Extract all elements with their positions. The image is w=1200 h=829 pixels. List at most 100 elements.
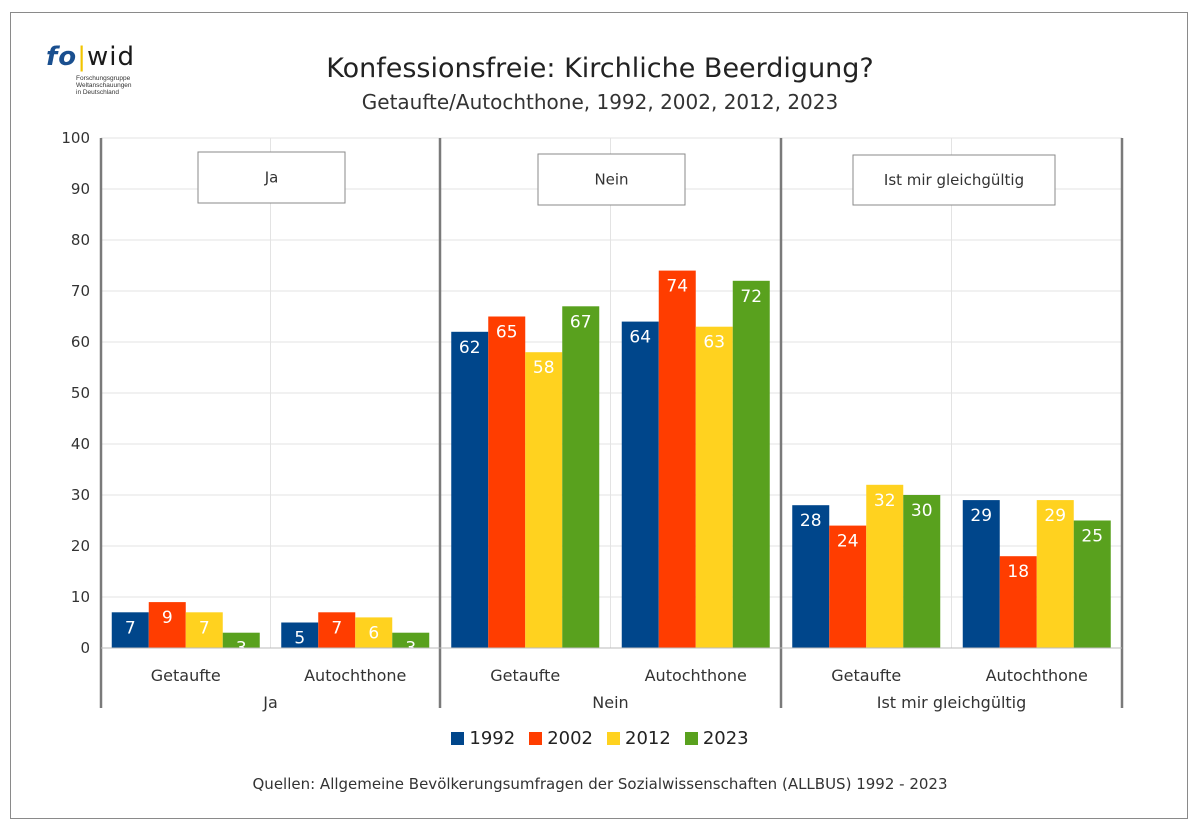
data-label-1-1-3: 72 bbox=[740, 287, 762, 307]
logo-separator: | bbox=[77, 42, 87, 72]
bar-2-0-3 bbox=[903, 495, 941, 648]
y-tick-label-8: 80 bbox=[71, 231, 90, 249]
data-label-2-0-2: 32 bbox=[874, 491, 896, 511]
bar-2-0-0 bbox=[792, 505, 830, 648]
panel-header-label-0: Ja bbox=[264, 169, 279, 187]
data-label-1-1-2: 63 bbox=[703, 333, 725, 353]
data-label-2-1-1: 18 bbox=[1007, 562, 1029, 582]
y-tick-label-9: 90 bbox=[71, 180, 90, 198]
bar-1-1-3 bbox=[732, 280, 770, 648]
category-label-2-1: Autochthone bbox=[986, 666, 1088, 685]
legend-item-1992: 1992 bbox=[451, 728, 515, 749]
data-label-0-0-1: 9 bbox=[162, 608, 173, 628]
bar-0-0-3 bbox=[222, 632, 260, 648]
legend-label-2023: 2023 bbox=[702, 728, 749, 749]
bar-1-1-1 bbox=[658, 270, 696, 648]
legend-item-2002: 2002 bbox=[529, 728, 593, 749]
data-label-1-0-0: 62 bbox=[459, 338, 481, 358]
legend-swatch-2012 bbox=[607, 732, 620, 745]
bar-0-1-1 bbox=[318, 612, 356, 648]
data-label-0-0-3: 3 bbox=[236, 639, 247, 659]
panel-header-label-1: Nein bbox=[594, 171, 628, 189]
data-label-2-1-0: 29 bbox=[970, 506, 992, 526]
logo-line-3: in Deutschland bbox=[76, 89, 119, 96]
data-label-1-0-3: 67 bbox=[570, 312, 592, 332]
legend-label-1992: 1992 bbox=[469, 728, 516, 749]
bar-1-0-3 bbox=[562, 306, 600, 648]
y-tick-label-5: 50 bbox=[71, 384, 90, 402]
y-tick-label-3: 30 bbox=[71, 486, 90, 504]
legend-label-2012: 2012 bbox=[625, 728, 671, 749]
panel-header-box-2 bbox=[852, 154, 1056, 206]
logo-line-2: Weltanschauungen bbox=[76, 82, 132, 89]
legend-swatch-2023 bbox=[684, 732, 698, 745]
data-label-0-0-0: 7 bbox=[125, 618, 136, 638]
bar-1-0-2 bbox=[525, 352, 563, 648]
y-tick-label-7: 70 bbox=[71, 282, 90, 300]
y-tick-label-2: 20 bbox=[71, 537, 90, 555]
bar-2-0-2 bbox=[866, 484, 904, 648]
panel-label-2: Ist mir gleichgültig bbox=[877, 693, 1027, 712]
bar-1-0-0 bbox=[451, 331, 489, 648]
y-tick-label-1: 10 bbox=[71, 588, 90, 606]
bar-0-1-3 bbox=[392, 632, 430, 648]
bar-0-0-0 bbox=[111, 612, 149, 648]
bar-1-0-1 bbox=[488, 316, 526, 648]
source-note: Quellen: Allgemeine Bevölkerungsumfragen… bbox=[252, 775, 948, 793]
y-tick-label-0: 0 bbox=[80, 639, 90, 657]
chart-subtitle: Getaufte/Autochthone, 1992, 2002, 2012, … bbox=[361, 90, 839, 114]
bar-2-1-1 bbox=[999, 556, 1037, 648]
bar-2-0-1 bbox=[829, 525, 867, 648]
logo-subtitle: Forschungsgruppe Weltanschauungen in Deu… bbox=[76, 75, 132, 96]
panel-label-0: Ja bbox=[262, 693, 278, 712]
data-label-0-1-1: 7 bbox=[331, 618, 342, 638]
logo-wordmark: fo|wid bbox=[46, 42, 135, 72]
bar-0-1-2 bbox=[355, 617, 393, 648]
data-label-1-0-2: 58 bbox=[533, 358, 555, 378]
data-label-2-0-0: 28 bbox=[800, 511, 822, 531]
panel-header-box-0 bbox=[197, 151, 346, 204]
legend: 1992 2002 2012 2023 bbox=[0, 728, 1200, 749]
legend-label-2002: 2002 bbox=[547, 728, 593, 749]
bar-0-0-2 bbox=[185, 612, 223, 648]
legend-swatch-1992 bbox=[451, 732, 465, 745]
category-label-0-0: Getaufte bbox=[151, 666, 221, 685]
bar-1-1-0 bbox=[621, 321, 659, 648]
data-label-0-1-2: 6 bbox=[368, 623, 379, 643]
data-label-2-1-2: 29 bbox=[1044, 506, 1066, 526]
data-label-0-0-2: 7 bbox=[199, 618, 210, 638]
chart-title: Konfessionsfreie: Kirchliche Beerdigung? bbox=[326, 53, 874, 84]
y-tick-label-10: 100 bbox=[61, 129, 90, 147]
bar-2-1-3 bbox=[1073, 520, 1111, 648]
data-label-2-1-3: 25 bbox=[1081, 527, 1103, 547]
y-tick-label-4: 40 bbox=[71, 435, 90, 453]
category-label-2-0: Getaufte bbox=[831, 666, 901, 685]
data-label-2-0-1: 24 bbox=[837, 532, 859, 552]
data-label-0-1-0: 5 bbox=[294, 629, 305, 649]
panel-header-label-2: Ist mir gleichgültig bbox=[884, 171, 1024, 189]
panel-header-box-1 bbox=[537, 153, 686, 206]
y-tick-label-6: 60 bbox=[71, 333, 90, 351]
logo-line-1: Forschungsgruppe bbox=[76, 75, 131, 82]
data-label-1-1-0: 64 bbox=[629, 328, 651, 348]
category-label-1-1: Autochthone bbox=[645, 666, 747, 685]
chart-frame bbox=[10, 12, 1188, 819]
logo-wid: wid bbox=[86, 42, 135, 72]
data-label-1-0-1: 65 bbox=[496, 323, 518, 343]
logo-fo: fo bbox=[46, 42, 78, 72]
data-label-0-1-3: 3 bbox=[405, 639, 416, 659]
category-label-0-1: Autochthone bbox=[304, 666, 406, 685]
legend-swatch-2002 bbox=[529, 732, 543, 745]
category-label-1-0: Getaufte bbox=[490, 666, 560, 685]
legend-item-2023: 2023 bbox=[684, 728, 749, 749]
legend-item-2012: 2012 bbox=[607, 728, 671, 749]
data-label-1-1-1: 74 bbox=[666, 277, 688, 297]
bar-1-1-2 bbox=[695, 326, 733, 648]
bar-2-1-2 bbox=[1036, 500, 1074, 648]
data-label-2-0-3: 30 bbox=[911, 501, 933, 521]
panel-label-1: Nein bbox=[592, 693, 628, 712]
bar-0-1-0 bbox=[281, 622, 319, 648]
bar-2-1-0 bbox=[962, 500, 1000, 648]
fowid-logo: fo|wid Forschungsgruppe Weltanschauungen… bbox=[46, 42, 156, 122]
